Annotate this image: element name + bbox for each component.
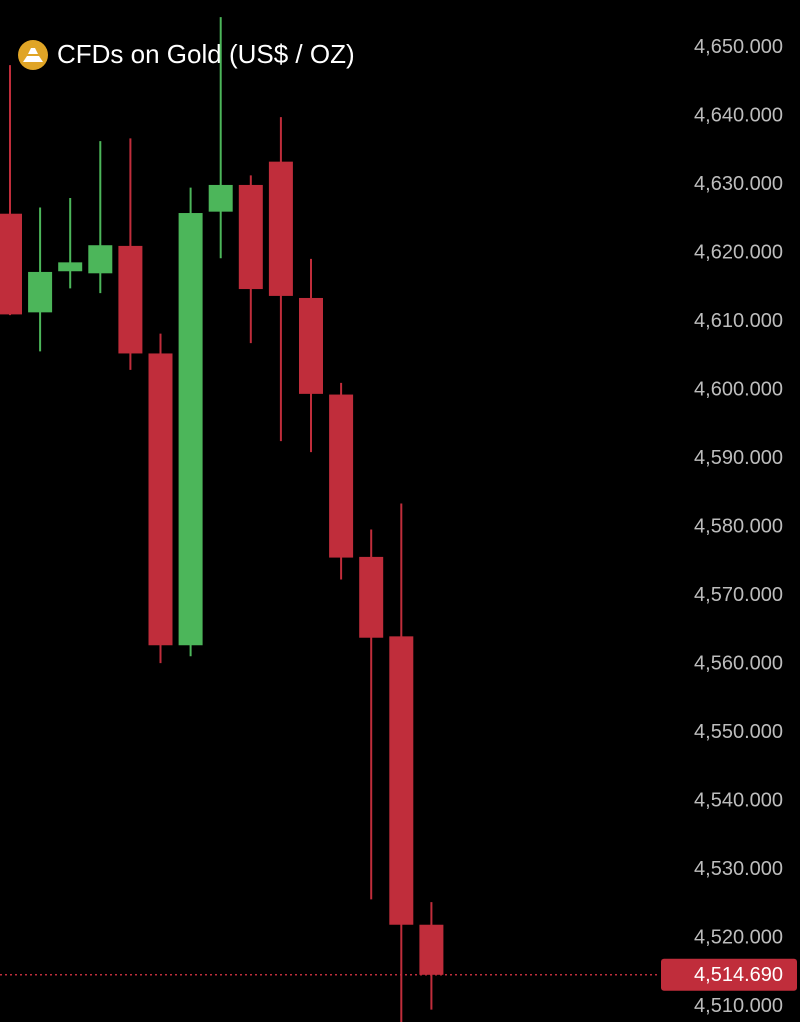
candle-body <box>329 394 354 558</box>
last-price-box <box>661 958 797 991</box>
candle-body <box>28 271 53 313</box>
y-tick-label: 4,650.000 <box>694 36 783 58</box>
y-tick-label: 4,540.000 <box>694 790 783 812</box>
candle-body <box>178 213 203 646</box>
candle-body <box>148 353 173 646</box>
y-tick-label: 4,580.000 <box>694 516 783 538</box>
candle-body <box>238 184 263 290</box>
y-tick-label: 4,610.000 <box>694 310 783 332</box>
candle-body <box>208 184 233 212</box>
candle-body <box>268 161 293 296</box>
gold-icon <box>18 40 48 70</box>
y-tick-label: 4,600.000 <box>694 379 783 401</box>
chart-title: CFDs on Gold (US$ / OZ) <box>57 39 355 69</box>
candle-body <box>58 262 83 272</box>
candle-body <box>299 297 323 394</box>
candle-body <box>0 213 22 315</box>
candle-body <box>88 245 113 274</box>
y-tick-label: 4,590.000 <box>694 447 783 469</box>
y-tick-label: 4,510.000 <box>694 995 783 1017</box>
candle-body <box>389 636 414 925</box>
y-tick-label: 4,640.000 <box>694 105 783 127</box>
y-tick-label: 4,630.000 <box>694 173 783 195</box>
y-tick-label: 4,620.000 <box>694 242 783 264</box>
candle-body <box>118 245 143 354</box>
y-tick-label: 4,530.000 <box>694 858 783 880</box>
last-price-label: 4,514.690 <box>694 964 783 986</box>
y-tick-label: 4,520.000 <box>694 927 783 949</box>
y-tick-label: 4,570.000 <box>694 584 783 606</box>
y-tick-label: 4,560.000 <box>694 653 783 675</box>
candle-body <box>419 924 444 975</box>
y-tick-label: 4,550.000 <box>694 721 783 743</box>
candle-body <box>359 556 384 638</box>
